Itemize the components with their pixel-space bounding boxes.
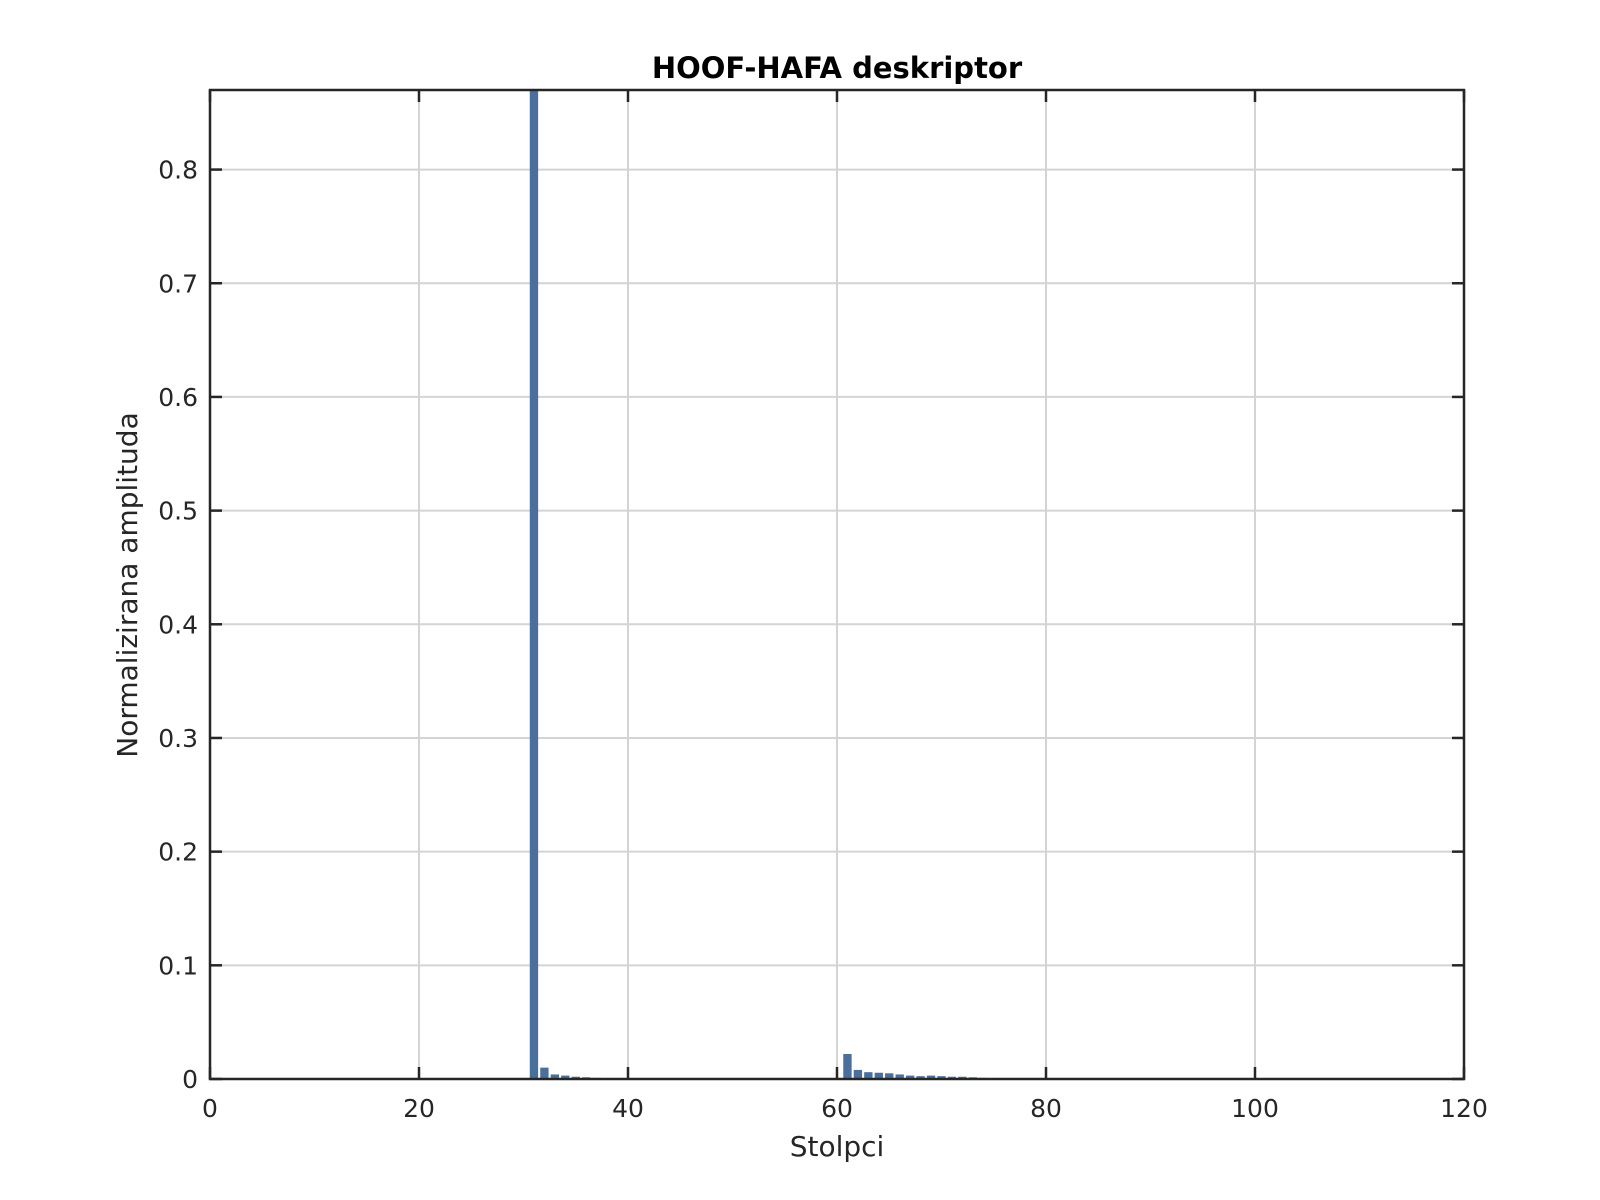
bar [843,1053,852,1079]
y-tick-label: 0.5 [158,497,198,526]
axes-frame [208,88,1466,1081]
bar [529,90,539,1079]
bar [550,1074,560,1079]
bar [926,1075,936,1079]
chart-title: HOOF-HAFA deskriptor [652,51,1023,85]
bar [540,1067,549,1079]
x-axis-label: Stolpci [790,1130,885,1163]
bar [864,1072,873,1079]
y-tick-label: 0.7 [158,269,198,298]
bar [874,1072,883,1079]
bar [853,1069,863,1079]
x-tick-label: 40 [612,1094,644,1123]
y-tick-label: 0.3 [158,724,198,753]
bar [937,1076,946,1079]
x-tick-labels: 0 20 40 60 80 100 120 [202,1094,1488,1123]
x-tick-label: 120 [1440,1094,1488,1123]
grid-lines [210,90,1464,1079]
bar [895,1074,904,1079]
bar [885,1073,894,1079]
y-tick-label: 0.8 [158,156,198,185]
x-tick-label: 100 [1231,1094,1279,1123]
bar [561,1075,570,1079]
y-tick-label: 0.2 [158,838,198,867]
x-tick-label: 20 [403,1094,435,1123]
y-tick-label: 0 [182,1065,198,1094]
x-tick-label: 80 [1030,1094,1062,1123]
bar [905,1075,915,1079]
y-tick-label: 0.6 [158,383,198,412]
bar [916,1076,925,1079]
y-tick-label: 0.4 [158,610,198,639]
bars-layer [529,90,988,1079]
y-tick-label: 0.1 [158,951,198,980]
x-tick-label: 60 [821,1094,853,1123]
x-tick-label: 0 [202,1094,218,1123]
y-tick-labels: 0 0.1 0.2 0.3 0.4 0.5 0.6 0.7 0.8 [158,156,198,1094]
y-axis-label: Normalizirana amplituda [111,412,144,757]
